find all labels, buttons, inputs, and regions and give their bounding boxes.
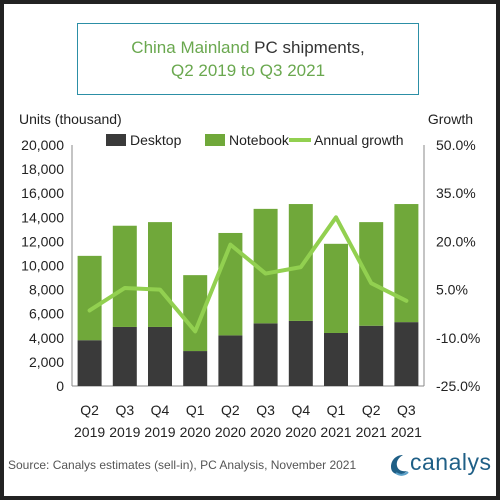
x-tick-label-year: 2020 xyxy=(285,424,316,440)
y-tick-label: 12,000 xyxy=(21,233,64,249)
y2-tick-label: 35.0% xyxy=(436,185,476,201)
x-tick-label-year: 2021 xyxy=(391,424,422,440)
y2-tick-label: -25.0% xyxy=(436,378,480,394)
notebook-bar xyxy=(148,222,172,327)
x-tick-label-year: 2019 xyxy=(109,424,140,440)
y2-tick-label: -10.0% xyxy=(436,330,480,346)
x-tick-label-year: 2021 xyxy=(320,424,351,440)
x-tick-label-year: 2020 xyxy=(180,424,211,440)
desktop-bar xyxy=(253,323,278,386)
x-tick-label-quarter: Q3 xyxy=(115,402,134,418)
title-rest: PC shipments, xyxy=(249,38,365,57)
y-tick-label: 20,000 xyxy=(21,137,64,153)
x-tick-label-quarter: Q2 xyxy=(80,402,99,418)
source-note: Source: Canalys estimates (sell-in), PC … xyxy=(8,458,357,472)
desktop-bar xyxy=(112,326,137,386)
x-tick-label-year: 2020 xyxy=(250,424,281,440)
y-tick-label: 14,000 xyxy=(21,209,64,225)
x-tick-label-year: 2020 xyxy=(215,424,246,440)
desktop-bar xyxy=(183,351,208,386)
y-tick-label: 6,000 xyxy=(29,306,64,322)
notebook-bar xyxy=(324,243,348,333)
x-tick-label-quarter: Q2 xyxy=(221,402,240,418)
legend-swatch-notebook xyxy=(205,134,225,146)
x-tick-label-year: 2019 xyxy=(74,424,105,440)
y2-axis-title: Growth xyxy=(428,111,473,127)
desktop-bar xyxy=(148,326,172,386)
legend-label-desktop: Desktop xyxy=(130,132,182,148)
x-tick-label-quarter: Q1 xyxy=(186,402,205,418)
legend-swatch-desktop xyxy=(106,134,126,146)
y-tick-label: 2,000 xyxy=(29,354,64,370)
y-tick-label: 8,000 xyxy=(29,282,64,298)
x-tick-label-quarter: Q3 xyxy=(397,402,416,418)
desktop-bar xyxy=(324,332,348,386)
y-tick-label: 10,000 xyxy=(21,258,64,274)
y-axis-title: Units (thousand) xyxy=(19,111,122,127)
brand-logo: canalys xyxy=(388,448,492,488)
notebook-bar xyxy=(359,222,384,326)
x-tick-label-year: 2019 xyxy=(144,424,175,440)
annual-growth-line xyxy=(87,215,409,334)
x-tick-label-quarter: Q4 xyxy=(291,402,310,418)
desktop-bar xyxy=(394,322,419,386)
notebook-bar xyxy=(288,204,313,321)
x-tick-label-quarter: Q3 xyxy=(256,402,275,418)
x-tick-label-year: 2021 xyxy=(356,424,387,440)
y-tick-label: 18,000 xyxy=(21,161,64,177)
y-tick-label: 4,000 xyxy=(29,330,64,346)
notebook-bar xyxy=(394,204,419,323)
x-tick-label-quarter: Q1 xyxy=(327,402,346,418)
chart-title-box: China Mainland PC shipments, Q2 2019 to … xyxy=(77,23,419,95)
notebook-bar xyxy=(77,255,102,341)
y2-tick-label: 50.0% xyxy=(436,137,476,153)
notebook-bar xyxy=(112,225,137,327)
brand-name: canalys xyxy=(410,449,492,475)
legend-label-growth: Annual growth xyxy=(314,132,404,148)
canalys-logo-icon xyxy=(391,455,409,476)
desktop-bar xyxy=(359,325,384,386)
title-highlight: China Mainland xyxy=(131,38,250,57)
desktop-bar xyxy=(218,335,243,386)
desktop-bar xyxy=(288,320,313,386)
desktop-bar xyxy=(77,340,102,386)
x-tick-label-quarter: Q4 xyxy=(151,402,170,418)
x-tick-label-quarter: Q2 xyxy=(362,402,381,418)
y-tick-label: 16,000 xyxy=(21,185,64,201)
y2-tick-label: 5.0% xyxy=(436,282,468,298)
y2-tick-label: 20.0% xyxy=(436,233,476,249)
chart-title: China Mainland PC shipments, xyxy=(78,36,418,59)
legend-label-notebook: Notebook xyxy=(229,132,290,148)
chart-subtitle: Q2 2019 to Q3 2021 xyxy=(170,61,326,80)
y-tick-label: 0 xyxy=(56,378,64,394)
